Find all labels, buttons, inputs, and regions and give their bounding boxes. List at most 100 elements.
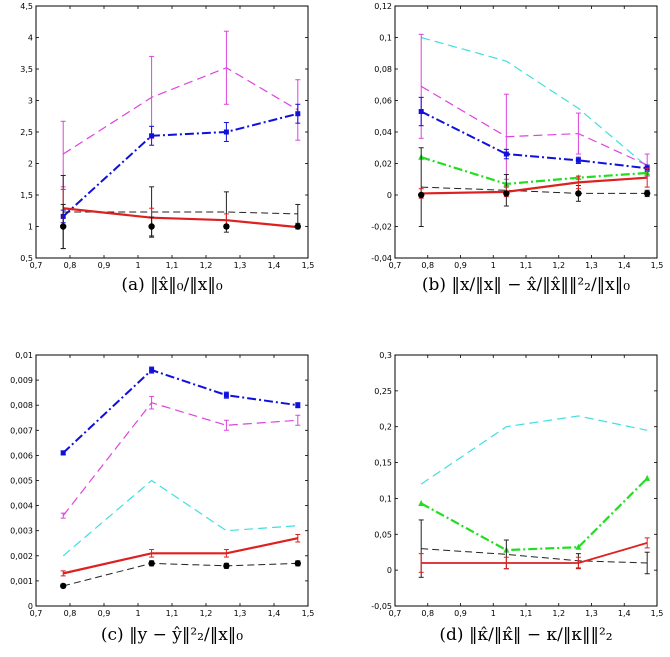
y-tick-label: 0,5: [20, 254, 33, 263]
series-line: [62, 67, 299, 155]
data-series: [418, 190, 651, 199]
chart-panel-2: 0,7 0,8 0,9 1 1,1 1,2 1,3 1,4 1,5 -0,04 -0,02 0 0,02…: [371, 2, 663, 295]
data-point: [643, 190, 651, 197]
data-point: [148, 560, 155, 567]
x-tick-label: 1,4: [268, 609, 281, 618]
y-tick-label: -0,05: [371, 602, 392, 611]
data-point: [575, 157, 581, 163]
data-series: [60, 533, 301, 577]
data-series: [60, 395, 301, 519]
data-point: [418, 191, 425, 199]
x-tick-label: 0,9: [98, 261, 111, 270]
x-tick-label: 1,1: [520, 609, 533, 618]
y-tick-label: 0,25: [374, 387, 392, 396]
chart-panel-3: 0,7 0,8 0,9 1 1,1 1,2 1,3 1,4 1,5 0 0,001 0,002 0,00…: [10, 351, 314, 645]
data-point: [575, 190, 582, 197]
x-tick-label: 1: [491, 261, 496, 270]
series-line: [421, 548, 648, 564]
data-point: [294, 560, 301, 567]
data-point: [60, 582, 67, 590]
series-line: [63, 207, 298, 229]
data-series: [60, 560, 301, 590]
series-line: [63, 562, 298, 587]
series-line: [421, 36, 648, 168]
y-tick-label: 0,04: [374, 128, 392, 137]
data-series: [60, 366, 301, 456]
data-series: [60, 30, 301, 188]
y-tick-label: 0: [28, 602, 33, 611]
plot-frame: [35, 354, 309, 607]
x-tick-label: 0,7: [30, 609, 43, 618]
y-tick-label: 1: [28, 223, 33, 232]
data-series: [421, 36, 648, 168]
y-tick-label: -0,04: [371, 254, 392, 263]
series-line: [420, 477, 648, 552]
y-tick-label: 1,5: [20, 191, 33, 200]
data-point: [503, 151, 509, 157]
y-tick-label: 0,01: [15, 351, 33, 360]
y-tick-label: 0,2: [379, 423, 392, 432]
x-tick-label: 0,8: [64, 609, 77, 618]
y-tick-label: 4,5: [20, 2, 33, 11]
series-line: [62, 368, 298, 454]
data-series: [60, 203, 301, 250]
panel-caption: (b) ‖x/‖x‖ − x̂/‖x̂‖‖²₂/‖x‖₀: [422, 275, 630, 295]
y-tick-label: 0,001: [10, 577, 33, 586]
x-tick-label: 1,5: [302, 609, 315, 618]
panel-caption: (c) ‖y − ŷ‖²₂/‖x‖₀: [101, 625, 243, 645]
y-tick-label: 0,3: [379, 351, 392, 360]
y-tick-label: 0,05: [374, 530, 392, 539]
x-tick-label: 0,9: [454, 609, 467, 618]
x-tick-label: 1,5: [302, 261, 315, 270]
series-line: [62, 112, 299, 218]
series-line: [420, 156, 648, 186]
x-tick-label: 0,9: [454, 261, 467, 270]
x-tick-label: 0,7: [389, 261, 402, 270]
plot-frame: [394, 5, 658, 259]
y-tick-label: 0,007: [10, 426, 33, 435]
x-tick-label: 1,5: [651, 609, 664, 618]
x-tick-label: 1: [135, 261, 140, 270]
chart-panel-4: 0,7 0,8 0,9 1 1,1 1,2 1,3 1,4 1,5 -0,05 0 0,05 0,1 0,…: [371, 351, 663, 645]
y-tick-label: 0,08: [374, 65, 392, 74]
data-point: [60, 223, 67, 230]
y-tick-label: 0,06: [374, 97, 392, 106]
y-tick-label: 3,5: [20, 65, 33, 74]
y-tick-label: 0,12: [374, 2, 392, 11]
y-tick-label: 0,003: [10, 527, 33, 536]
y-tick-label: 0,009: [10, 376, 33, 385]
x-tick-label: 1,2: [552, 261, 565, 270]
y-tick-label: 0,005: [10, 477, 33, 486]
x-tick-label: 1,5: [651, 261, 664, 270]
data-point: [148, 223, 155, 230]
y-tick-label: 0,15: [374, 459, 392, 468]
x-tick-label: 0,7: [30, 261, 43, 270]
x-tick-label: 1,2: [200, 609, 213, 618]
series-line: [421, 542, 648, 564]
data-point: [644, 474, 651, 481]
data-point: [223, 392, 229, 398]
y-tick-label: 2,5: [20, 128, 33, 137]
plot-frame: [35, 5, 309, 259]
x-tick-label: 1,1: [166, 609, 179, 618]
y-tick-label: 0,004: [10, 502, 33, 511]
plot-frame: [394, 354, 658, 607]
data-series: [418, 33, 650, 180]
y-tick-label: 0,02: [374, 160, 392, 169]
x-tick-label: 1: [135, 609, 140, 618]
x-tick-label: 1,3: [585, 261, 598, 270]
data-point: [60, 450, 66, 456]
y-tick-label: 0,1: [379, 494, 392, 503]
x-tick-label: 1,1: [166, 261, 179, 270]
data-point: [418, 109, 424, 115]
series-line: [421, 186, 648, 194]
data-point: [149, 133, 155, 139]
x-tick-label: 1,4: [268, 261, 281, 270]
data-point: [223, 562, 230, 570]
y-tick-label: 0: [387, 566, 392, 575]
data-point: [294, 223, 301, 230]
y-tick-label: 0,008: [10, 401, 33, 410]
data-series: [60, 103, 301, 224]
data-series: [420, 415, 648, 485]
